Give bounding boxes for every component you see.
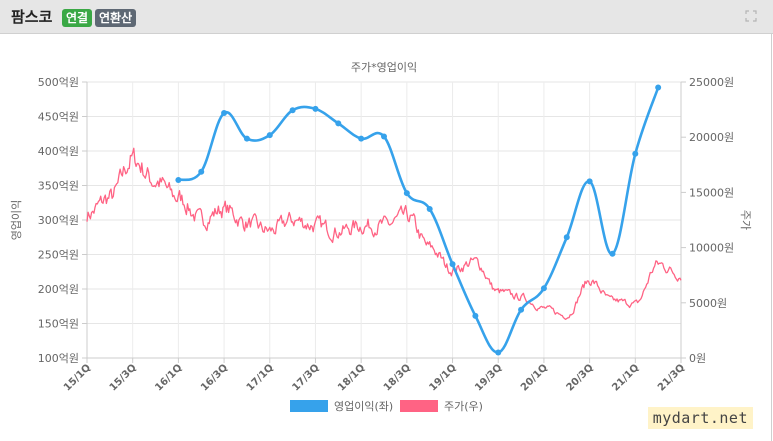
left-tick-label: 200억원 bbox=[38, 283, 79, 296]
x-tick-label: 17/3Q bbox=[290, 362, 321, 393]
chart-panel: 주가*영업이익 100억원 150억원 200억원 250억원 300억원 350억원 400… bbox=[0, 34, 772, 441]
panel-header: 팜스코 연결 연환산 bbox=[0, 0, 773, 34]
legend-swatch-price bbox=[400, 400, 438, 412]
left-tick-label: 100억원 bbox=[38, 352, 79, 365]
chart-title: 주가*영업이익 bbox=[351, 61, 417, 74]
profit-point bbox=[609, 250, 616, 257]
x-tick-label: 15/1Q bbox=[62, 362, 93, 393]
x-tick-label: 19/1Q bbox=[428, 362, 459, 393]
profit-point bbox=[449, 261, 456, 268]
right-axis-title: 주가 bbox=[739, 210, 752, 230]
left-tick-label: 400억원 bbox=[38, 145, 79, 158]
right-tick-label: 25000원 bbox=[689, 76, 734, 89]
profit-point bbox=[540, 285, 547, 292]
profit-point bbox=[175, 176, 182, 183]
x-tick-label: 16/3Q bbox=[199, 362, 230, 393]
profit-point bbox=[312, 105, 319, 112]
left-tick-label: 150억원 bbox=[38, 318, 79, 331]
x-tick-label: 20/3Q bbox=[565, 362, 596, 393]
profit-point bbox=[586, 178, 593, 185]
right-tick-label: 0원 bbox=[689, 352, 706, 365]
profit-point bbox=[289, 107, 296, 114]
x-tick-label: 18/3Q bbox=[382, 362, 413, 393]
profit-point bbox=[518, 306, 525, 313]
profit-point bbox=[655, 84, 662, 91]
right-tick-label: 15000원 bbox=[689, 186, 734, 199]
profit-point bbox=[198, 168, 205, 175]
x-tick-label: 18/1Q bbox=[336, 362, 367, 393]
expand-icon[interactable] bbox=[745, 10, 757, 22]
legend-swatch-profit bbox=[290, 400, 328, 412]
price-series-line bbox=[86, 147, 682, 320]
chart-canvas: 주가*영업이익 100억원 150억원 200억원 250억원 300억원 350억원 400… bbox=[10, 61, 752, 413]
left-tick-label: 300억원 bbox=[38, 214, 79, 227]
profit-point bbox=[381, 133, 387, 140]
legend-label-profit: 영업이익(좌) bbox=[334, 400, 393, 413]
x-tick-label: 20/1Q bbox=[519, 362, 550, 393]
watermark: mydart.net bbox=[647, 407, 753, 429]
profit-point bbox=[632, 150, 639, 157]
profit-point bbox=[563, 234, 570, 241]
x-tick-label: 16/1Q bbox=[153, 362, 184, 393]
annualized-badge[interactable]: 연환산 bbox=[95, 9, 137, 27]
profit-point bbox=[243, 135, 250, 142]
left-axis-title: 영업이익 bbox=[10, 200, 23, 240]
profit-point bbox=[426, 205, 433, 212]
right-tick-label: 10000원 bbox=[689, 242, 734, 255]
right-tick-label: 5000원 bbox=[689, 297, 727, 310]
x-tick-label: 17/1Q bbox=[245, 362, 276, 393]
x-tick-label: 19/3Q bbox=[473, 362, 504, 393]
left-tick-label: 450억원 bbox=[38, 111, 79, 124]
consolidated-badge[interactable]: 연결 bbox=[62, 9, 93, 27]
profit-point bbox=[358, 135, 365, 142]
profit-point bbox=[403, 190, 410, 197]
profit-point bbox=[495, 349, 502, 356]
x-tick-label: 21/3Q bbox=[656, 362, 687, 393]
legend-label-price: 주가(우) bbox=[444, 400, 483, 413]
profit-point bbox=[335, 120, 342, 127]
x-tick-label: 21/1Q bbox=[610, 362, 641, 393]
profit-point bbox=[221, 110, 228, 117]
company-name: 팜스코 bbox=[11, 8, 53, 26]
x-tick-label: 15/3Q bbox=[108, 362, 139, 393]
left-tick-label: 500억원 bbox=[38, 76, 79, 89]
profit-point bbox=[472, 312, 479, 319]
left-tick-label: 250억원 bbox=[38, 249, 79, 262]
profit-point bbox=[266, 132, 273, 139]
right-tick-label: 20000원 bbox=[689, 131, 734, 144]
left-tick-label: 350억원 bbox=[38, 180, 79, 193]
